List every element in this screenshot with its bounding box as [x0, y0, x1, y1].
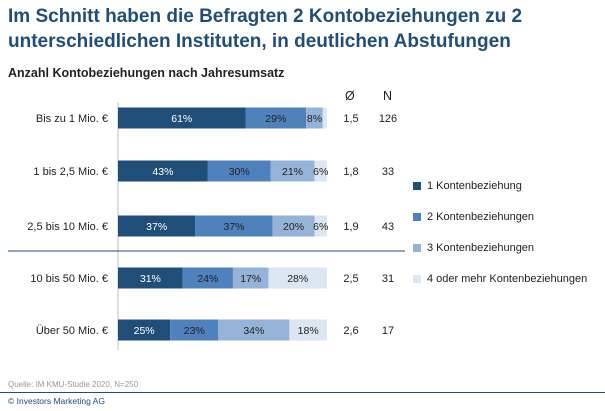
- bar-segment: [268, 267, 327, 289]
- data-label: 20%: [283, 221, 304, 233]
- bar-segment: [272, 215, 315, 237]
- data-label: 30%: [229, 166, 250, 178]
- bar-segment: [218, 319, 290, 341]
- data-label: 24%: [197, 273, 218, 285]
- avg-value: 1,8: [343, 166, 358, 178]
- data-label: 37%: [146, 221, 167, 233]
- avg-column-header: Ø: [345, 89, 355, 103]
- legend-swatch: [413, 212, 421, 221]
- data-label: 17%: [240, 273, 261, 285]
- data-label: 18%: [298, 325, 319, 337]
- data-label: 23%: [184, 325, 205, 337]
- data-label: 6%: [313, 166, 328, 178]
- data-label: 28%: [287, 273, 308, 285]
- data-label: 34%: [243, 325, 264, 337]
- n-value: 43: [382, 221, 394, 233]
- footer-divider: [0, 392, 605, 393]
- bar-segment: [118, 319, 171, 341]
- data-label: 21%: [282, 166, 303, 178]
- bar-segment: [182, 267, 233, 289]
- bar-segment: [207, 160, 271, 182]
- bar-segment: [314, 215, 327, 237]
- category-label: Über 50 Mio. €: [36, 325, 108, 337]
- bar-segment: [245, 107, 307, 129]
- category-label: 10 bis 50 Mio. €: [30, 273, 108, 285]
- legend-label: 4 oder mehr Kontenbeziehungen: [427, 272, 588, 285]
- legend-item: 4 oder mehr Kontenbeziehungen: [413, 263, 587, 294]
- data-label: 6%: [313, 221, 328, 233]
- legend-swatch: [413, 243, 421, 252]
- data-label: 29%: [265, 113, 286, 125]
- category-label: Bis zu 1 Mio. €: [36, 113, 108, 125]
- data-label: 31%: [140, 273, 161, 285]
- bar-segment: [118, 267, 183, 289]
- bar-segment: [270, 160, 315, 182]
- bar-segment: [314, 160, 327, 182]
- category-label: 2,5 bis 10 Mio. €: [27, 221, 108, 233]
- avg-value: 2,5: [343, 273, 358, 285]
- legend-item: 3 Kontenbeziehungen: [413, 232, 587, 263]
- n-column-header: N: [383, 89, 393, 103]
- legend-item: 1 Kontenbeziehung: [413, 170, 587, 201]
- n-value: 126: [379, 113, 397, 125]
- legend-label: 2 Kontenbeziehungen: [427, 210, 535, 223]
- n-value: 17: [382, 325, 394, 337]
- bar-segment: [118, 107, 246, 129]
- legend-item: 2 Kontenbeziehungen: [413, 201, 587, 232]
- bar-segment: [322, 107, 327, 129]
- bar-segment: [306, 107, 323, 129]
- bar-segment: [232, 267, 269, 289]
- legend-label: 3 Kontenbeziehungen: [427, 241, 535, 254]
- legend: 1 Kontenbeziehung 2 Kontenbeziehungen 3 Ko…: [413, 170, 587, 294]
- bar-segment: [289, 319, 327, 341]
- source-note: Quelle: IM KMU-Studie 2020, N=250: [8, 380, 139, 389]
- avg-value: 1,9: [343, 221, 358, 233]
- legend-swatch: [413, 274, 421, 283]
- chart-subtitle: Anzahl Kontobeziehungen nach Jahresumsat…: [8, 66, 285, 80]
- data-label: 8%: [307, 113, 322, 125]
- data-label: 61%: [171, 113, 192, 125]
- legend-swatch: [413, 181, 421, 190]
- data-label: 37%: [223, 221, 244, 233]
- n-value: 33: [382, 166, 394, 178]
- category-label: 1 bis 2,5 Mio. €: [33, 166, 108, 178]
- chart-title: Im Schnitt haben die Befragten 2 Kontobe…: [8, 6, 523, 52]
- bar-segment: [118, 215, 196, 237]
- avg-value: 1,5: [343, 113, 358, 125]
- bar-segment: [118, 160, 208, 182]
- avg-value: 2,6: [343, 325, 358, 337]
- bar-segment: [170, 319, 219, 341]
- legend-label: 1 Kontenbeziehung: [427, 179, 522, 192]
- bar-segment: [195, 215, 273, 237]
- data-label: 25%: [134, 325, 155, 337]
- data-label: 43%: [152, 166, 173, 178]
- n-value: 31: [382, 273, 394, 285]
- copyright-note: © Investors Marketing AG: [8, 396, 105, 406]
